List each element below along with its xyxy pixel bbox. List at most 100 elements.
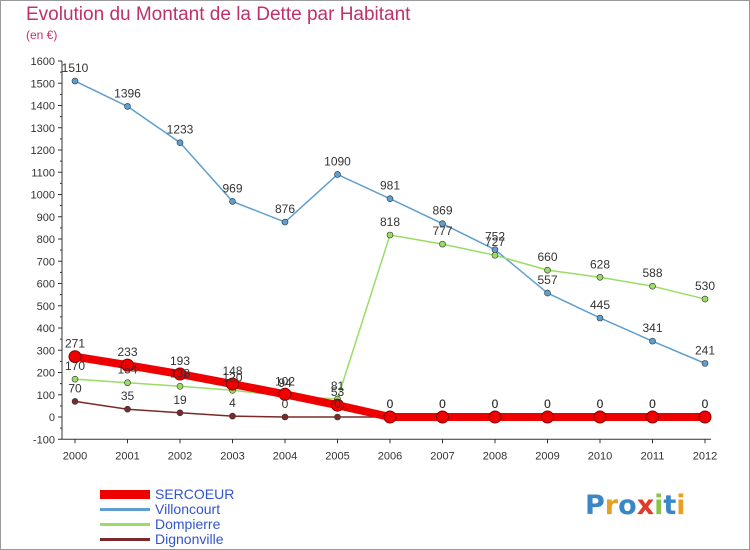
y-tick-label: 1100 [31, 167, 55, 179]
data-label: 0 [492, 397, 499, 411]
data-point [124, 405, 131, 413]
data-label: 94 [278, 376, 292, 390]
y-tick-label: 1000 [31, 190, 55, 202]
data-point [649, 337, 656, 345]
data-label: 19 [173, 393, 187, 407]
data-label: 0 [334, 397, 341, 411]
legend-swatch [100, 538, 150, 541]
data-label: 530 [695, 279, 715, 293]
data-point [71, 77, 79, 85]
data-point [439, 220, 446, 227]
x-tick-label: 2012 [693, 450, 717, 462]
x-tick-label: 2000 [63, 450, 87, 462]
chart-title: Evolution du Montant de la Dette par Hab… [26, 4, 411, 25]
legend-label: Villoncourt [155, 501, 221, 517]
data-point [698, 410, 712, 424]
data-label: 1510 [62, 61, 89, 75]
y-tick-label: 1200 [31, 145, 55, 157]
y-tick-label: -100 [33, 434, 55, 446]
legend-swatch [100, 490, 150, 499]
data-label: 0 [702, 397, 709, 411]
data-point [229, 198, 236, 205]
data-point [544, 289, 551, 297]
data-point [124, 379, 131, 387]
data-point [226, 377, 239, 391]
data-label: 0 [492, 397, 499, 411]
data-label: 193 [170, 354, 190, 368]
data-label: 0 [544, 397, 551, 411]
y-tick-label: 200 [37, 368, 55, 380]
data-point [71, 398, 79, 405]
data-label: 752 [485, 230, 505, 244]
data-label: 53 [331, 385, 345, 399]
data-label: 0 [649, 397, 656, 411]
y-tick-label: 1400 [31, 101, 55, 113]
data-point [386, 195, 394, 203]
data-label: 588 [642, 266, 662, 280]
data-label: 981 [380, 179, 400, 193]
y-tick-label: 700 [37, 256, 55, 268]
data-label: 0 [702, 397, 709, 411]
data-labels: 1510 1396 1233 969 876 1090 981 869 752 557 445 341… [62, 61, 716, 411]
x-tick-label: 2005 [325, 450, 349, 462]
data-label: 102 [275, 374, 295, 388]
line-chart: -100010020030040050060070080090010001100… [31, 56, 718, 462]
data-label: 969 [222, 181, 242, 195]
y-tick-label: 800 [37, 234, 55, 246]
data-label: 148 [222, 364, 242, 378]
data-point [439, 240, 446, 248]
data-point [281, 413, 289, 421]
data-point [701, 360, 709, 367]
y-tick-label: 300 [37, 345, 55, 357]
data-point [71, 375, 79, 383]
x-tick-label: 2006 [378, 450, 402, 462]
data-points [68, 77, 712, 424]
data-label: 154 [117, 363, 137, 377]
data-point [544, 266, 551, 274]
data-point [386, 231, 394, 239]
legend-label: Dompierre [155, 516, 221, 532]
data-label: 0 [597, 397, 604, 411]
data-point [596, 314, 604, 322]
data-label: 0 [387, 397, 394, 411]
tick-labels: -100010020030040050060070080090010001100… [31, 56, 718, 462]
data-label: 727 [485, 235, 505, 249]
data-point [593, 410, 607, 424]
data-label: 445 [590, 298, 610, 312]
x-tick-label: 2003 [220, 450, 244, 462]
y-tick-label: 1500 [31, 78, 55, 90]
data-point [646, 410, 659, 424]
data-label: 0 [649, 397, 656, 411]
data-point [124, 103, 131, 110]
data-point [278, 387, 292, 401]
legend-item-sercoeur: SERCOEUR [100, 486, 360, 502]
data-point [596, 273, 604, 281]
data-point [176, 382, 184, 390]
axes [58, 60, 711, 444]
y-tick-label: 1300 [31, 123, 55, 135]
x-tick-label: 2008 [483, 450, 507, 462]
data-point [229, 412, 236, 420]
data-point [436, 410, 449, 424]
data-label: 660 [537, 250, 557, 264]
data-label: 869 [432, 204, 452, 218]
data-point [488, 410, 502, 424]
legend-item-dompierre: Dompierre [100, 516, 360, 532]
data-point [334, 413, 341, 421]
legend-item-dignonville: Dignonville [100, 531, 360, 547]
y-tick-label: 1600 [31, 56, 55, 68]
x-tick-label: 2004 [273, 450, 297, 462]
data-label: 271 [65, 337, 85, 351]
data-label: 0 [544, 397, 551, 411]
data-label: 0 [439, 397, 446, 411]
data-label: 0 [597, 397, 604, 411]
data-point [701, 295, 709, 303]
proxiti-logo: Proxiti [585, 490, 686, 521]
data-label: 138 [170, 366, 190, 380]
data-label: 628 [590, 257, 610, 271]
legend-swatch [100, 523, 150, 526]
data-label: 241 [695, 343, 715, 357]
data-point [281, 218, 289, 226]
data-label: 1090 [324, 154, 351, 168]
